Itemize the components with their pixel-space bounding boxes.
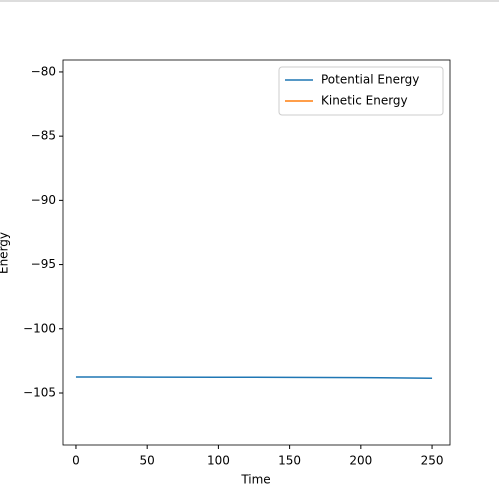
x-tick-label: 50 bbox=[140, 454, 155, 468]
y-tick-label: −95 bbox=[31, 257, 56, 271]
x-tick-label: 150 bbox=[278, 454, 301, 468]
legend-label: Potential Energy bbox=[321, 73, 419, 87]
y-tick-label: −85 bbox=[31, 129, 56, 143]
legend-label: Kinetic Energy bbox=[321, 94, 408, 108]
x-tick-label: 250 bbox=[421, 454, 444, 468]
plot-frame bbox=[62, 59, 451, 446]
series-line bbox=[75, 376, 433, 379]
y-tick-label: −80 bbox=[31, 64, 56, 78]
y-tick-label: −100 bbox=[23, 321, 56, 335]
y-axis-label: Energy bbox=[0, 232, 11, 274]
x-tick-label: 0 bbox=[72, 454, 80, 468]
y-tick-label: −90 bbox=[31, 193, 56, 207]
legend-box bbox=[278, 66, 444, 116]
x-tick-label: 200 bbox=[349, 454, 372, 468]
x-axis-label: Time bbox=[240, 473, 270, 487]
x-tick-label: 100 bbox=[207, 454, 230, 468]
y-tick-label: −105 bbox=[23, 385, 56, 399]
